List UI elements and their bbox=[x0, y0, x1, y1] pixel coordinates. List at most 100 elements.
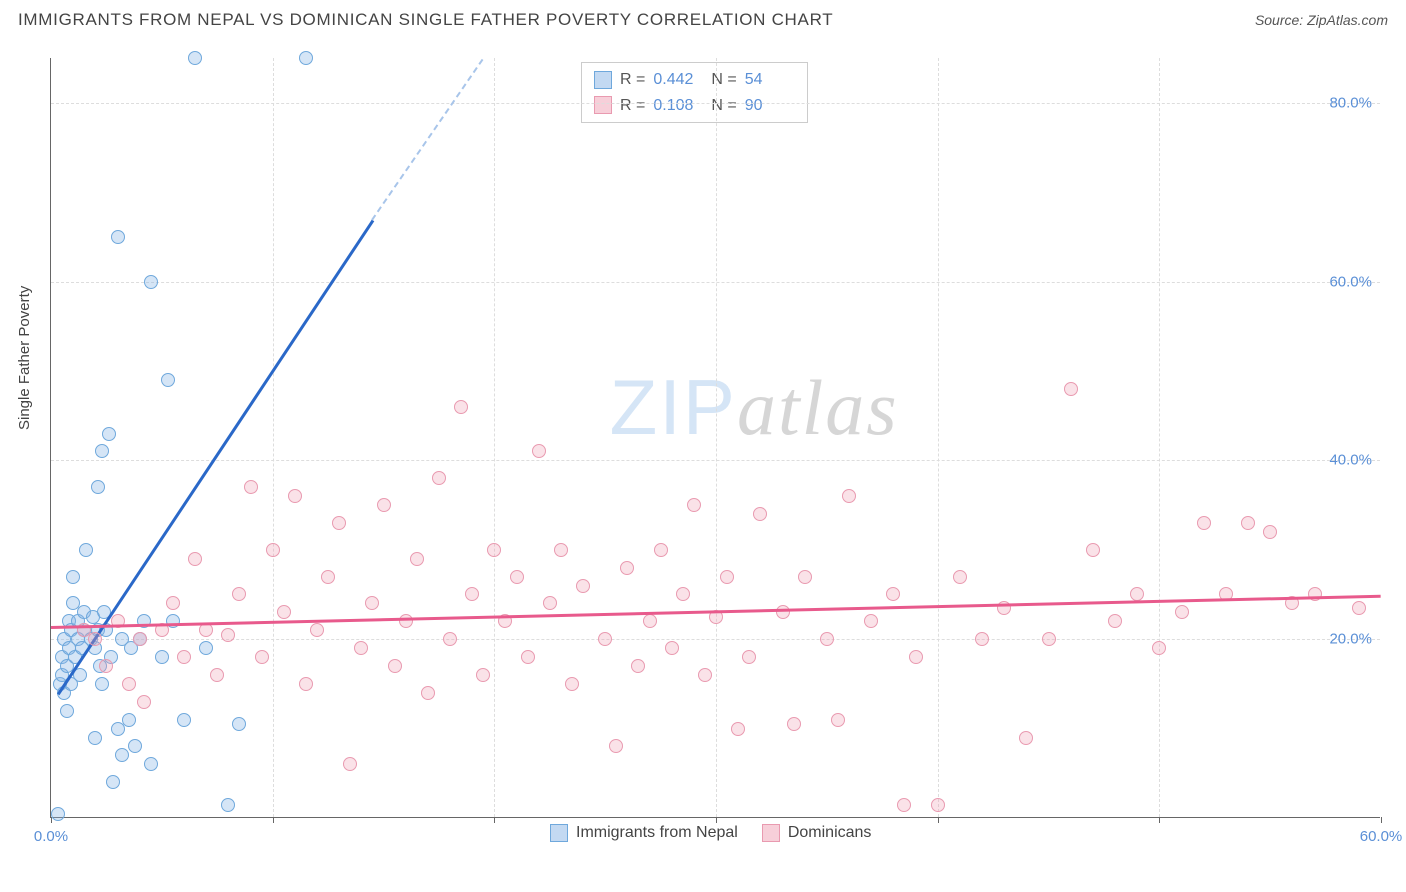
data-point bbox=[115, 748, 129, 762]
gridline-vertical bbox=[273, 58, 274, 817]
data-point bbox=[1108, 614, 1122, 628]
data-point bbox=[210, 668, 224, 682]
data-point bbox=[1042, 632, 1056, 646]
data-point bbox=[144, 757, 158, 771]
legend-item: Dominicans bbox=[762, 824, 872, 842]
data-point bbox=[166, 596, 180, 610]
data-point bbox=[221, 798, 235, 812]
legend-swatch bbox=[762, 824, 780, 842]
data-point bbox=[122, 677, 136, 691]
data-point bbox=[1019, 731, 1033, 745]
x-tick-mark bbox=[1159, 817, 1160, 823]
data-point bbox=[310, 623, 324, 637]
data-point bbox=[155, 650, 169, 664]
gridline-vertical bbox=[494, 58, 495, 817]
data-point bbox=[188, 51, 202, 65]
data-point bbox=[266, 543, 280, 557]
data-point bbox=[232, 717, 246, 731]
data-point bbox=[543, 596, 557, 610]
legend-item: Immigrants from Nepal bbox=[550, 824, 738, 842]
data-point bbox=[332, 516, 346, 530]
r-value: 0.442 bbox=[653, 67, 703, 93]
data-point bbox=[99, 659, 113, 673]
data-point bbox=[60, 704, 74, 718]
data-point bbox=[432, 471, 446, 485]
x-tick-mark bbox=[273, 817, 274, 823]
data-point bbox=[953, 570, 967, 584]
data-point bbox=[1308, 587, 1322, 601]
data-point bbox=[1152, 641, 1166, 655]
data-point bbox=[731, 722, 745, 736]
data-point bbox=[88, 731, 102, 745]
n-value: 90 bbox=[745, 93, 795, 119]
data-point bbox=[831, 713, 845, 727]
data-point bbox=[388, 659, 402, 673]
x-tick-mark bbox=[494, 817, 495, 823]
r-value: 0.108 bbox=[653, 93, 703, 119]
data-point bbox=[598, 632, 612, 646]
data-point bbox=[288, 489, 302, 503]
data-point bbox=[975, 632, 989, 646]
data-point bbox=[188, 552, 202, 566]
stats-row: R =0.108N =90 bbox=[594, 93, 795, 119]
stats-row: R =0.442N =54 bbox=[594, 67, 795, 93]
data-point bbox=[106, 775, 120, 789]
data-point bbox=[820, 632, 834, 646]
y-tick-label: 60.0% bbox=[1329, 273, 1372, 290]
data-point bbox=[654, 543, 668, 557]
data-point bbox=[886, 587, 900, 601]
data-point bbox=[1197, 516, 1211, 530]
data-point bbox=[122, 713, 136, 727]
data-point bbox=[177, 650, 191, 664]
x-tick-mark bbox=[1381, 817, 1382, 823]
data-point bbox=[51, 807, 65, 821]
legend-swatch bbox=[594, 96, 612, 114]
legend-label: Immigrants from Nepal bbox=[576, 824, 738, 842]
data-point bbox=[576, 579, 590, 593]
data-point bbox=[343, 757, 357, 771]
r-label: R = bbox=[620, 93, 645, 119]
data-point bbox=[609, 739, 623, 753]
source-credit: Source: ZipAtlas.com bbox=[1255, 12, 1388, 28]
data-point bbox=[354, 641, 368, 655]
data-point bbox=[1086, 543, 1100, 557]
data-point bbox=[91, 480, 105, 494]
trend-line bbox=[372, 58, 484, 220]
data-point bbox=[299, 51, 313, 65]
data-point bbox=[510, 570, 524, 584]
data-point bbox=[720, 570, 734, 584]
data-point bbox=[698, 668, 712, 682]
watermark: ZIPatlas bbox=[610, 362, 899, 453]
gridline-vertical bbox=[938, 58, 939, 817]
data-point bbox=[232, 587, 246, 601]
y-tick-label: 20.0% bbox=[1329, 631, 1372, 648]
data-point bbox=[776, 605, 790, 619]
scatter-chart: ZIPatlas R =0.442N =54R =0.108N =90 20.0… bbox=[50, 58, 1380, 818]
data-point bbox=[421, 686, 435, 700]
x-tick-label: 60.0% bbox=[1360, 828, 1403, 845]
data-point bbox=[277, 605, 291, 619]
data-point bbox=[377, 498, 391, 512]
data-point bbox=[643, 614, 657, 628]
data-point bbox=[631, 659, 645, 673]
series-legend: Immigrants from Nepal Dominicans bbox=[550, 824, 871, 842]
data-point bbox=[221, 628, 235, 642]
correlation-stats-box: R =0.442N =54R =0.108N =90 bbox=[581, 62, 808, 123]
data-point bbox=[687, 498, 701, 512]
data-point bbox=[487, 543, 501, 557]
data-point bbox=[399, 614, 413, 628]
data-point bbox=[144, 275, 158, 289]
data-point bbox=[79, 543, 93, 557]
data-point bbox=[753, 507, 767, 521]
data-point bbox=[931, 798, 945, 812]
data-point bbox=[565, 677, 579, 691]
data-point bbox=[1175, 605, 1189, 619]
data-point bbox=[909, 650, 923, 664]
gridline-vertical bbox=[1159, 58, 1160, 817]
data-point bbox=[1263, 525, 1277, 539]
data-point bbox=[410, 552, 424, 566]
data-point bbox=[476, 668, 490, 682]
data-point bbox=[742, 650, 756, 664]
data-point bbox=[454, 400, 468, 414]
data-point bbox=[137, 695, 151, 709]
